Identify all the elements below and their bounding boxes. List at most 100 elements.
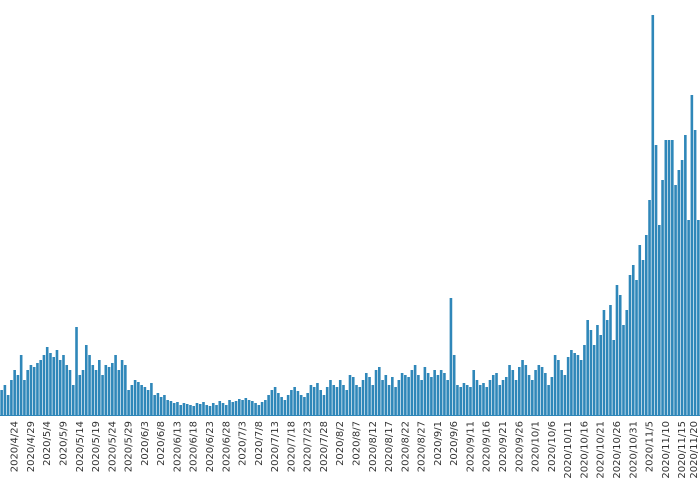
bar bbox=[635, 280, 638, 415]
bar bbox=[98, 360, 101, 415]
bar bbox=[430, 377, 433, 415]
bar bbox=[345, 390, 349, 415]
x-tick-label: 2020/6/18 bbox=[189, 421, 200, 472]
bar bbox=[677, 170, 681, 415]
bar bbox=[456, 385, 459, 415]
bar bbox=[557, 360, 560, 415]
bar bbox=[55, 350, 59, 415]
x-tick-label: 2020/11/15 bbox=[677, 421, 688, 479]
x-tick-label: 2020/5/14 bbox=[75, 421, 86, 472]
bar bbox=[482, 383, 485, 415]
bar bbox=[501, 380, 505, 415]
bar bbox=[319, 390, 322, 415]
bar bbox=[680, 160, 684, 415]
bar bbox=[498, 385, 502, 415]
bar bbox=[452, 355, 456, 415]
bar bbox=[371, 385, 375, 415]
bar bbox=[459, 387, 462, 415]
bar bbox=[312, 387, 316, 415]
bar bbox=[570, 350, 573, 415]
x-tick-label: 2020/10/6 bbox=[547, 421, 558, 472]
bar bbox=[433, 370, 436, 415]
bar bbox=[618, 295, 622, 415]
bar bbox=[306, 393, 309, 415]
bar bbox=[553, 355, 557, 415]
bar bbox=[39, 360, 42, 415]
bar bbox=[224, 405, 228, 415]
bar bbox=[518, 367, 521, 415]
x-tick-label: 2020/6/28 bbox=[221, 421, 232, 472]
bar bbox=[654, 145, 658, 415]
x-tick-label: 2020/8/12 bbox=[368, 421, 379, 472]
bar bbox=[153, 395, 156, 415]
bar bbox=[648, 200, 651, 415]
bar bbox=[449, 298, 453, 415]
bar bbox=[658, 225, 661, 415]
bar bbox=[465, 385, 469, 415]
x-tick-label: 2020/9/11 bbox=[465, 421, 476, 472]
bar bbox=[10, 380, 13, 415]
bar bbox=[81, 370, 85, 415]
bar bbox=[358, 387, 362, 415]
bar bbox=[446, 380, 449, 415]
bar bbox=[124, 365, 127, 415]
x-tick-label: 2020/8/2 bbox=[335, 421, 346, 466]
bar bbox=[254, 403, 257, 415]
bar bbox=[277, 393, 280, 415]
x-tick-label: 2020/6/3 bbox=[140, 421, 151, 466]
bar bbox=[49, 353, 52, 415]
x-tick-label: 2020/5/9 bbox=[58, 421, 69, 466]
bar bbox=[303, 397, 306, 415]
x-tick-label: 2020/7/13 bbox=[270, 421, 281, 472]
bar bbox=[423, 367, 427, 415]
x-tick-label: 2020/11/10 bbox=[661, 421, 672, 479]
bar bbox=[107, 367, 111, 415]
x-tick-label: 2020/7/23 bbox=[303, 421, 314, 472]
bar bbox=[576, 355, 580, 415]
x-tick-label: 2020/7/28 bbox=[319, 421, 330, 472]
bar bbox=[667, 140, 671, 415]
bar bbox=[407, 377, 410, 415]
bar bbox=[602, 310, 606, 415]
bar bbox=[238, 399, 241, 415]
bar bbox=[6, 395, 10, 415]
bar bbox=[615, 285, 619, 415]
bar bbox=[257, 405, 261, 415]
bar bbox=[94, 370, 98, 415]
bar bbox=[202, 402, 205, 415]
bar bbox=[537, 365, 541, 415]
bar bbox=[378, 367, 381, 415]
x-tick-label: 2020/6/13 bbox=[172, 421, 183, 472]
bar bbox=[534, 370, 537, 415]
bar bbox=[32, 367, 36, 415]
bar bbox=[605, 320, 609, 415]
x-tick-label: 2020/4/29 bbox=[26, 421, 37, 472]
bar bbox=[374, 370, 378, 415]
bar bbox=[521, 360, 524, 415]
bar bbox=[348, 375, 352, 415]
bar bbox=[137, 382, 140, 415]
bar bbox=[544, 373, 547, 415]
bar bbox=[693, 130, 697, 415]
bar bbox=[560, 370, 563, 415]
bar bbox=[244, 398, 248, 415]
bar bbox=[674, 185, 677, 415]
x-tick-label: 2020/6/8 bbox=[156, 421, 167, 466]
bar bbox=[355, 385, 358, 415]
bar bbox=[381, 380, 384, 415]
bar bbox=[504, 377, 508, 415]
bar bbox=[299, 395, 303, 415]
bar bbox=[273, 387, 277, 415]
bar bbox=[296, 391, 300, 415]
bar bbox=[241, 400, 244, 415]
bar bbox=[58, 360, 62, 415]
x-tick-label: 2020/9/1 bbox=[433, 421, 444, 466]
bar bbox=[485, 387, 489, 415]
bar bbox=[491, 375, 495, 415]
bar bbox=[179, 405, 182, 415]
bar bbox=[511, 370, 515, 415]
bar bbox=[338, 380, 342, 415]
bar bbox=[475, 380, 479, 415]
bar bbox=[189, 405, 192, 415]
